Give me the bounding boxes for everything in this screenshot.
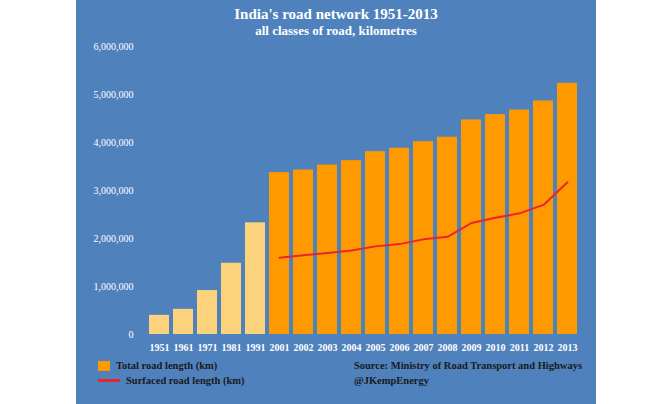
svg-text:2,000,000: 2,000,000 [94,233,134,244]
svg-text:2001: 2001 [270,342,290,353]
svg-text:2009: 2009 [462,342,482,353]
svg-text:3,000,000: 3,000,000 [94,185,134,196]
svg-text:1,000,000: 1,000,000 [94,281,134,292]
html-text:India's road network 1951-2013: India's road network 1951-2013 [234,6,438,22]
svg-text:1981: 1981 [222,342,242,353]
svg-text:0: 0 [129,329,134,340]
svg-text:4,000,000: 4,000,000 [94,137,134,148]
svg-text:2010: 2010 [486,342,506,353]
html-text:@JKempEnergy: @JKempEnergy [353,375,429,386]
html-text:Surfaced road length (km): Surfaced road length (km) [126,375,245,386]
svg-text:2002: 2002 [294,342,314,353]
svg-text:2005: 2005 [366,342,386,353]
svg-text:2011: 2011 [510,342,529,353]
svg-text:2007: 2007 [414,342,434,353]
svg-text:2003: 2003 [318,342,338,353]
svg-text:2012: 2012 [534,342,554,353]
svg-text:6,000,000: 6,000,000 [94,41,134,52]
svg-text:2008: 2008 [438,342,458,353]
svg-text:2006: 2006 [390,342,410,353]
html-text:all classes of road, kilometre: all classes of road, kilometres [255,23,417,38]
svg-text:1951: 1951 [150,342,170,353]
svg-text:2013: 2013 [558,342,578,353]
html-text:Source: Ministry of Road Trans: Source: Ministry of Road Transport and H… [353,360,582,371]
svg-text:2004: 2004 [342,342,362,353]
svg-text:5,000,000: 5,000,000 [94,89,134,100]
svg-text:1961: 1961 [174,342,194,353]
html-text:Total road length (km): Total road length (km) [116,360,218,371]
svg-text:1991: 1991 [246,342,266,353]
svg-text:1971: 1971 [198,342,218,353]
